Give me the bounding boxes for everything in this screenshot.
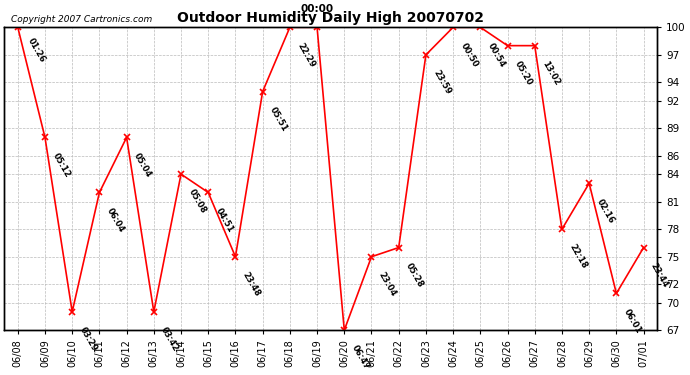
Text: 01:26: 01:26 <box>26 36 47 64</box>
Text: 05:04: 05:04 <box>132 151 153 179</box>
Text: 05:12: 05:12 <box>50 151 72 179</box>
Text: 23:59: 23:59 <box>431 69 453 96</box>
Text: 05:20: 05:20 <box>513 59 534 87</box>
Text: 00:50: 00:50 <box>459 41 480 69</box>
Text: 23:04: 23:04 <box>377 270 398 298</box>
Text: 02:16: 02:16 <box>595 197 615 225</box>
Text: 22:18: 22:18 <box>567 243 589 271</box>
Text: 06:04: 06:04 <box>105 206 126 234</box>
Text: 23:44: 23:44 <box>649 261 670 289</box>
Text: 03:29: 03:29 <box>78 326 99 353</box>
Text: 00:54: 00:54 <box>486 41 507 69</box>
Text: 05:28: 05:28 <box>404 261 425 289</box>
Text: 23:48: 23:48 <box>241 270 262 298</box>
Text: Copyright 2007 Cartronics.com: Copyright 2007 Cartronics.com <box>11 15 152 24</box>
Text: 22:29: 22:29 <box>295 41 317 69</box>
Text: 06:01: 06:01 <box>622 307 643 335</box>
Text: 03:42: 03:42 <box>159 326 180 353</box>
Text: 04:51: 04:51 <box>214 206 235 234</box>
Text: 06:47: 06:47 <box>350 344 371 372</box>
Text: 13:02: 13:02 <box>540 59 561 87</box>
Text: 05:08: 05:08 <box>186 188 208 215</box>
Text: 05:51: 05:51 <box>268 105 289 133</box>
Title: Outdoor Humidity Daily High 20070702: Outdoor Humidity Daily High 20070702 <box>177 11 484 25</box>
Text: 00:00: 00:00 <box>301 3 334 13</box>
